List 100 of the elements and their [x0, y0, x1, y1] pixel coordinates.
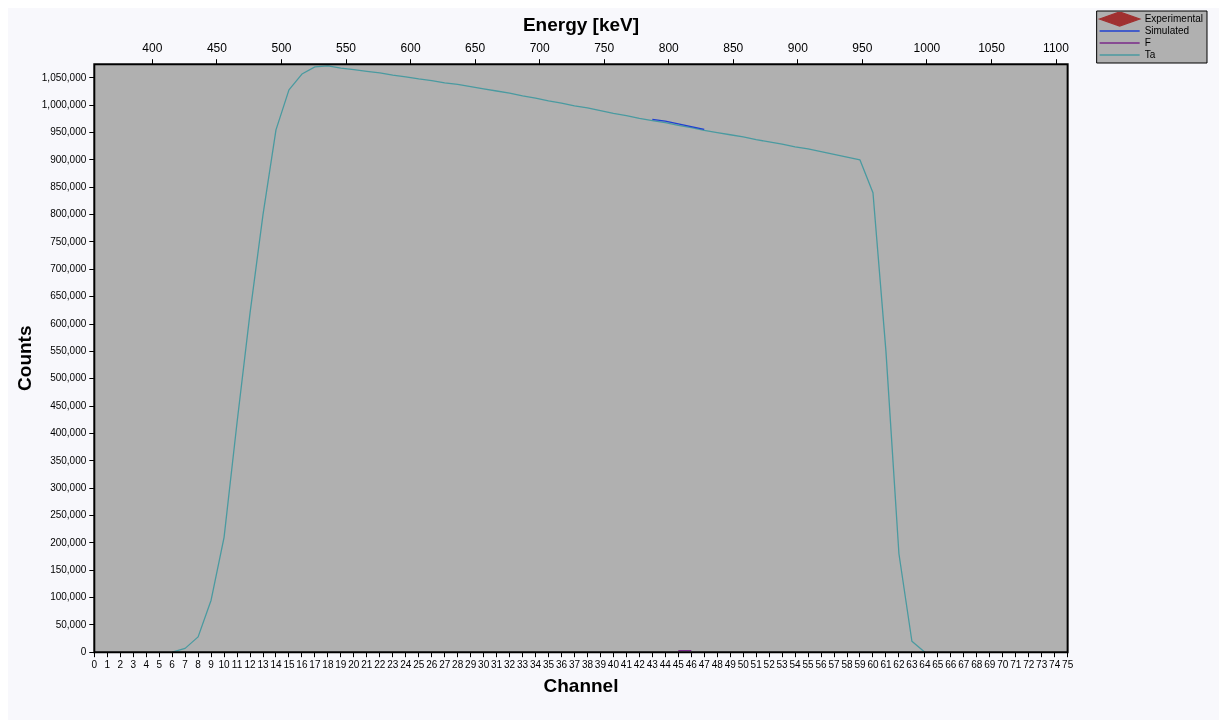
y-tick-label: 250,000 — [50, 509, 87, 521]
y-tick-label: 200,000 — [50, 536, 87, 548]
x-tick-label: 40 — [607, 658, 620, 670]
x-tick-label: 34 — [529, 658, 542, 670]
x-tick-label: 74 — [1049, 658, 1061, 670]
x-tick-label: 10 — [218, 658, 231, 670]
x-tick-label: 52 — [763, 658, 776, 670]
x-tick-label: 71 — [1010, 658, 1022, 670]
x-tick-label: 68 — [971, 658, 983, 670]
x-tick-label: 53 — [776, 658, 789, 670]
x-tick-label: 5 — [156, 658, 163, 670]
x-tick-label: 18 — [322, 658, 334, 670]
x2-axis-title: Energy [keV] — [522, 13, 640, 35]
x-tick-label: 51 — [750, 658, 763, 670]
x-tick-label: 11 — [231, 658, 243, 670]
y-axis-title: Counts — [13, 325, 35, 391]
y-tick-label: 500,000 — [50, 372, 87, 384]
x-tick-label: 39 — [594, 658, 607, 670]
y-tick-label: 150,000 — [50, 563, 87, 575]
y-tick-label: 550,000 — [50, 345, 87, 357]
x2-tick-label: 550 — [336, 41, 357, 56]
x-tick-label: 38 — [581, 658, 594, 670]
y-tick-label: 300,000 — [50, 481, 87, 493]
x-tick-label: 75 — [1062, 658, 1074, 670]
x-tick-label: 65 — [932, 658, 944, 670]
x-tick-label: 32 — [504, 658, 516, 670]
x-tick-label: 36 — [555, 658, 568, 670]
x-tick-label: 28 — [452, 658, 464, 670]
x-tick-label: 20 — [348, 658, 360, 670]
x-tick-label: 1 — [104, 658, 111, 670]
x2-tick-label: 800 — [658, 41, 680, 56]
x-tick-label: 43 — [646, 658, 659, 670]
x-tick-label: 31 — [491, 658, 503, 670]
x-tick-label: 21 — [361, 658, 373, 670]
x-tick-label: 6 — [169, 658, 176, 670]
x-tick-label: 44 — [659, 658, 672, 670]
legend-label: Experimental — [1144, 12, 1203, 24]
x-tick-label: 73 — [1036, 658, 1048, 670]
x2-tick-label: 450 — [206, 41, 228, 56]
x-tick-label: 61 — [880, 658, 892, 670]
x2-tick-label: 400 — [142, 41, 163, 56]
x-tick-label: 33 — [517, 658, 529, 670]
y-tick-label: 1,050,000 — [41, 71, 87, 83]
x-tick-label: 0 — [91, 658, 98, 670]
x-tick-label: 67 — [958, 658, 970, 670]
x-tick-label: 55 — [802, 658, 815, 670]
x-tick-label: 41 — [620, 658, 633, 670]
legend-label: Simulated — [1144, 24, 1190, 36]
x-tick-label: 59 — [854, 658, 866, 670]
y-tick-label: 850,000 — [50, 181, 87, 193]
y-tick-label: 1,000,000 — [41, 98, 87, 110]
x-tick-label: 60 — [867, 658, 879, 670]
x-tick-label: 35 — [542, 658, 555, 670]
x-tick-label: 45 — [672, 658, 685, 670]
y-tick-label: 900,000 — [50, 153, 87, 165]
x-tick-label: 7 — [182, 658, 189, 670]
legend-label: Ta — [1144, 48, 1156, 60]
y-tick-label: 0 — [80, 645, 87, 657]
y-tick-label: 450,000 — [50, 399, 87, 411]
x2-tick-label: 700 — [529, 41, 550, 56]
x-tick-label: 9 — [208, 658, 215, 670]
x-tick-label: 24 — [400, 658, 412, 670]
x-tick-label: 19 — [335, 658, 347, 670]
x-tick-label: 4 — [143, 658, 150, 670]
x-tick-label: 66 — [945, 658, 957, 670]
x-tick-label: 22 — [374, 658, 386, 670]
y-tick-label: 400,000 — [50, 427, 87, 439]
x-tick-label: 63 — [906, 658, 918, 670]
x-tick-label: 29 — [465, 658, 477, 670]
y-tick-label: 50,000 — [55, 618, 87, 630]
x-tick-label: 25 — [413, 658, 425, 670]
x2-tick-label: 1000 — [913, 41, 941, 56]
x2-tick-label: 750 — [594, 41, 615, 56]
y-tick-label: 800,000 — [50, 208, 87, 220]
x-tick-label: 56 — [815, 658, 828, 670]
x2-tick-label: 1100 — [1043, 41, 1070, 56]
x-tick-label: 58 — [841, 658, 854, 670]
x2-tick-label: 950 — [852, 41, 873, 56]
x2-tick-label: 600 — [400, 41, 421, 56]
x2-tick-label: 650 — [465, 41, 486, 56]
x-tick-label: 2 — [117, 658, 124, 670]
y-tick-label: 750,000 — [50, 235, 87, 247]
y-tick-label: 100,000 — [50, 591, 87, 603]
y-tick-label: 700,000 — [50, 263, 87, 275]
x-tick-label: 69 — [984, 658, 996, 670]
x-tick-label: 15 — [283, 658, 295, 670]
x-tick-label: 8 — [195, 658, 202, 670]
x-tick-label: 12 — [244, 658, 257, 670]
x2-tick-label: 500 — [271, 41, 292, 56]
y-tick-label: 950,000 — [50, 126, 87, 138]
x-tick-label: 47 — [698, 658, 711, 670]
x2-tick-label: 850 — [723, 41, 744, 56]
y-tick-label: 350,000 — [50, 454, 87, 466]
x-tick-label: 72 — [1023, 658, 1035, 670]
x-tick-label: 14 — [270, 658, 282, 670]
x-tick-label: 17 — [309, 658, 321, 670]
x2-tick-label: 900 — [787, 41, 809, 56]
x-tick-label: 50 — [737, 658, 750, 670]
x-tick-label: 70 — [997, 658, 1009, 670]
x-tick-label: 49 — [724, 658, 737, 670]
